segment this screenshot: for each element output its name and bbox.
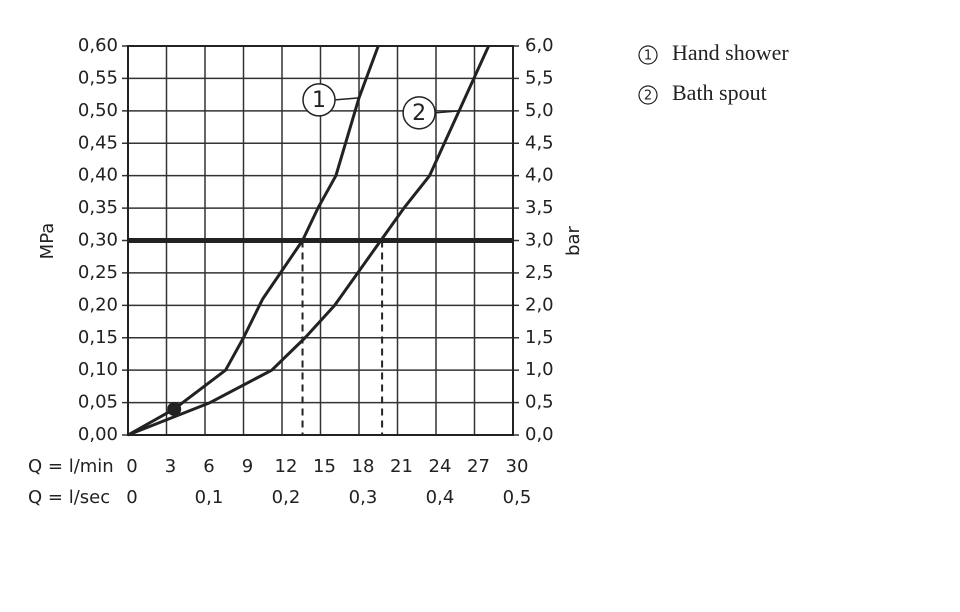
y-tick-label: 0,35 bbox=[78, 197, 118, 218]
series-line bbox=[127, 45, 380, 437]
legend-circle bbox=[638, 85, 658, 105]
y-tick-label: 0,10 bbox=[78, 359, 118, 380]
x-tick-label: 12 bbox=[275, 456, 298, 477]
series-label: 1 bbox=[312, 88, 326, 113]
legend-label: Bath spout bbox=[672, 80, 767, 105]
x-tick-label: 9 bbox=[242, 456, 253, 477]
x-tick-label: 27 bbox=[467, 456, 490, 477]
x-tick-label: 21 bbox=[390, 456, 413, 477]
label-circle bbox=[302, 83, 336, 117]
y-tick-label: 0,55 bbox=[78, 67, 118, 88]
x2-tick-label: 0,3 bbox=[349, 487, 378, 508]
y-tick-label: 0,00 bbox=[78, 424, 118, 445]
y2-tick-label: 2,0 bbox=[525, 294, 554, 315]
x2-tick-label: 0 bbox=[126, 487, 137, 508]
legend-number: 2 bbox=[644, 89, 652, 104]
x2-tick-label: 0,1 bbox=[195, 487, 224, 508]
y2-axis-label: bar bbox=[563, 225, 584, 255]
series-line bbox=[127, 45, 490, 437]
y-tick-label: 0,45 bbox=[78, 132, 118, 153]
y-axis-label: MPa bbox=[37, 223, 58, 260]
y-tick-label: 0,50 bbox=[78, 100, 118, 121]
legend-label: Hand shower bbox=[672, 40, 789, 65]
legend-number: 1 bbox=[644, 49, 652, 64]
x2-tick-label: 0,2 bbox=[272, 487, 301, 508]
y2-tick-label: 5,5 bbox=[525, 67, 554, 88]
x-tick-label: 18 bbox=[352, 456, 375, 477]
y2-tick-label: 0,5 bbox=[525, 392, 554, 413]
label-leader bbox=[334, 97, 360, 101]
x-tick-label: 3 bbox=[165, 456, 176, 477]
y2-tick-label: 5,0 bbox=[525, 100, 554, 121]
series-label: 2 bbox=[412, 101, 426, 126]
y-tick-label: 0,60 bbox=[78, 35, 118, 56]
y2-tick-label: 3,0 bbox=[525, 230, 554, 251]
y-tick-label: 0,15 bbox=[78, 327, 118, 348]
y-tick-label: 0,40 bbox=[78, 165, 118, 186]
x-axis-label: Q = l/min bbox=[28, 456, 114, 477]
y2-tick-label: 1,0 bbox=[525, 359, 554, 380]
x-tick-label: 24 bbox=[429, 456, 452, 477]
x-tick-label: 15 bbox=[313, 456, 336, 477]
y2-tick-label: 6,0 bbox=[525, 35, 554, 56]
x-tick-label: 6 bbox=[203, 456, 214, 477]
label-circle bbox=[402, 96, 436, 130]
y2-tick-label: 3,5 bbox=[525, 197, 554, 218]
y2-tick-label: 2,5 bbox=[525, 262, 554, 283]
y-tick-label: 0,25 bbox=[78, 262, 118, 283]
x2-axis-label: Q = l/sec bbox=[28, 487, 110, 508]
y-tick-label: 0,05 bbox=[78, 392, 118, 413]
y2-tick-label: 4,5 bbox=[525, 132, 554, 153]
x2-tick-label: 0,5 bbox=[503, 487, 532, 508]
marker-point bbox=[167, 402, 182, 417]
x-tick-label: 30 bbox=[506, 456, 529, 477]
y2-tick-label: 1,5 bbox=[525, 327, 554, 348]
y2-tick-label: 4,0 bbox=[525, 165, 554, 186]
x-tick-label: 0 bbox=[126, 456, 137, 477]
y2-tick-label: 0,0 bbox=[525, 424, 554, 445]
legend-circle bbox=[638, 45, 658, 65]
label-leader bbox=[435, 110, 460, 114]
y-tick-label: 0,30 bbox=[78, 230, 118, 251]
x2-tick-label: 0,4 bbox=[426, 487, 455, 508]
y-tick-label: 0,20 bbox=[78, 294, 118, 315]
